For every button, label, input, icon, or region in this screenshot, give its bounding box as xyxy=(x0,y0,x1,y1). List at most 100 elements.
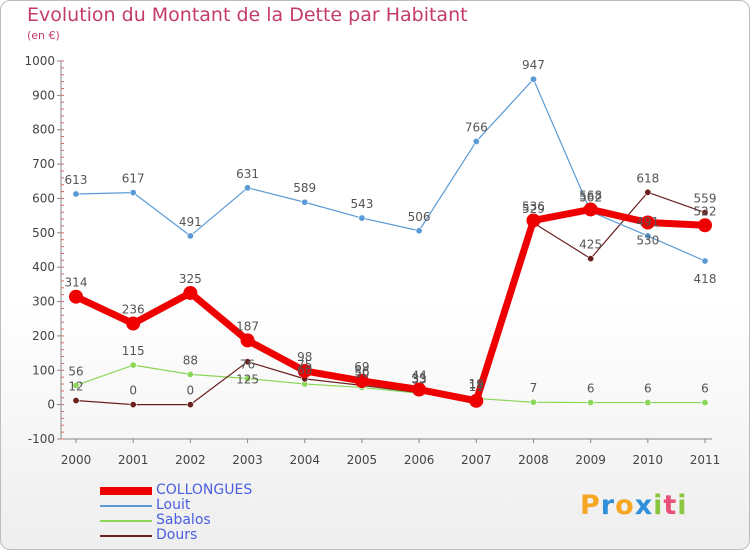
legend-swatch xyxy=(100,520,152,522)
data-point xyxy=(244,358,252,366)
data-point xyxy=(244,375,252,383)
logo-letter: o xyxy=(615,490,635,521)
x-tick-label: 2002 xyxy=(175,453,206,467)
data-point xyxy=(244,184,252,192)
data-label: 125 xyxy=(236,373,259,387)
data-label: 44 xyxy=(411,369,426,383)
y-tick-label: 800 xyxy=(32,123,55,137)
data-label: 562 xyxy=(579,191,602,205)
data-label: 418 xyxy=(694,272,717,286)
data-point xyxy=(644,399,652,407)
data-point xyxy=(72,397,80,405)
data-point xyxy=(297,363,312,378)
chart-subtitle: (en €) xyxy=(27,29,60,42)
data-point xyxy=(583,202,598,217)
y-tick-label: 100 xyxy=(32,363,55,377)
data-label: 19 xyxy=(469,377,484,391)
y-tick-label: 500 xyxy=(32,226,55,240)
data-point xyxy=(701,209,709,217)
series-line-louit xyxy=(75,78,706,262)
data-label: 543 xyxy=(350,197,373,211)
data-label: 236 xyxy=(122,303,145,317)
data-label: 69 xyxy=(354,360,369,374)
y-tick-label: 900 xyxy=(32,88,55,102)
data-point xyxy=(640,215,655,230)
data-point xyxy=(469,393,484,408)
data-label: 76 xyxy=(240,358,255,372)
data-point xyxy=(129,189,137,197)
data-label: 529 xyxy=(522,202,545,216)
data-label: 12 xyxy=(68,380,83,394)
data-point xyxy=(529,75,537,83)
data-label: 491 xyxy=(636,215,659,229)
data-label: 559 xyxy=(694,192,717,206)
chart-axes: -100010020030040050060070080090010002000… xyxy=(24,54,720,467)
series-line-collongues xyxy=(72,205,709,405)
y-tick-label: 1000 xyxy=(24,54,55,68)
data-label: 425 xyxy=(579,238,602,252)
data-label: 11 xyxy=(469,380,484,394)
logo-letter: r xyxy=(600,490,616,521)
data-point xyxy=(358,214,366,222)
x-tick-label: 2004 xyxy=(289,453,320,467)
data-point xyxy=(472,137,480,145)
data-label: 60 xyxy=(297,363,312,377)
data-point xyxy=(701,399,709,407)
data-point xyxy=(644,188,652,196)
logo-letter: x xyxy=(634,490,654,521)
data-point xyxy=(186,401,194,409)
data-label: 115 xyxy=(122,344,145,358)
data-label: 617 xyxy=(122,172,145,186)
legend-label: Louit xyxy=(156,497,191,513)
data-point xyxy=(183,285,198,300)
data-point xyxy=(240,333,255,348)
y-tick-label: 0 xyxy=(47,398,55,412)
data-label: 0 xyxy=(187,384,195,398)
data-point xyxy=(701,257,709,265)
data-label: 530 xyxy=(636,234,659,248)
legend-swatch xyxy=(100,487,152,495)
x-tick-label: 2003 xyxy=(232,453,263,467)
x-tick-label: 2006 xyxy=(404,453,435,467)
data-label: 589 xyxy=(293,181,316,195)
data-point xyxy=(698,218,712,233)
data-label: 18 xyxy=(469,377,484,391)
data-label: 631 xyxy=(236,167,259,181)
x-tick-label: 2011 xyxy=(690,453,721,467)
data-point xyxy=(354,373,369,388)
data-label: 522 xyxy=(694,204,717,218)
y-tick-label: 200 xyxy=(32,329,55,343)
data-label: 50 xyxy=(354,366,369,380)
data-point xyxy=(186,370,194,378)
x-tick-label: 2008 xyxy=(518,453,549,467)
x-tick-label: 2009 xyxy=(575,453,606,467)
logo-letter: i xyxy=(677,490,688,521)
series-line-sabalos xyxy=(75,364,706,404)
y-tick-label: 300 xyxy=(32,295,55,309)
data-label: 766 xyxy=(465,120,488,134)
legend-swatch xyxy=(100,505,152,507)
data-label: 6 xyxy=(587,382,595,396)
data-point xyxy=(412,382,427,397)
data-point xyxy=(72,190,80,198)
data-label: 56 xyxy=(68,364,83,378)
data-label: 75 xyxy=(297,358,312,372)
data-label: 33 xyxy=(411,372,426,386)
legend-swatch xyxy=(100,535,152,537)
legend-label: Sabalos xyxy=(156,512,211,528)
series-layer xyxy=(69,75,712,409)
y-tick-label: 700 xyxy=(32,157,55,171)
data-point xyxy=(126,316,141,331)
data-point xyxy=(129,361,137,369)
data-label: 6 xyxy=(701,382,709,396)
data-label: 6 xyxy=(644,382,652,396)
data-point xyxy=(415,227,423,235)
x-tick-label: 2010 xyxy=(633,453,664,467)
y-tick-label: 400 xyxy=(32,260,55,274)
data-label: 618 xyxy=(636,171,659,185)
data-point xyxy=(69,289,83,304)
x-tick-label: 2000 xyxy=(61,453,92,467)
data-point xyxy=(186,232,194,240)
